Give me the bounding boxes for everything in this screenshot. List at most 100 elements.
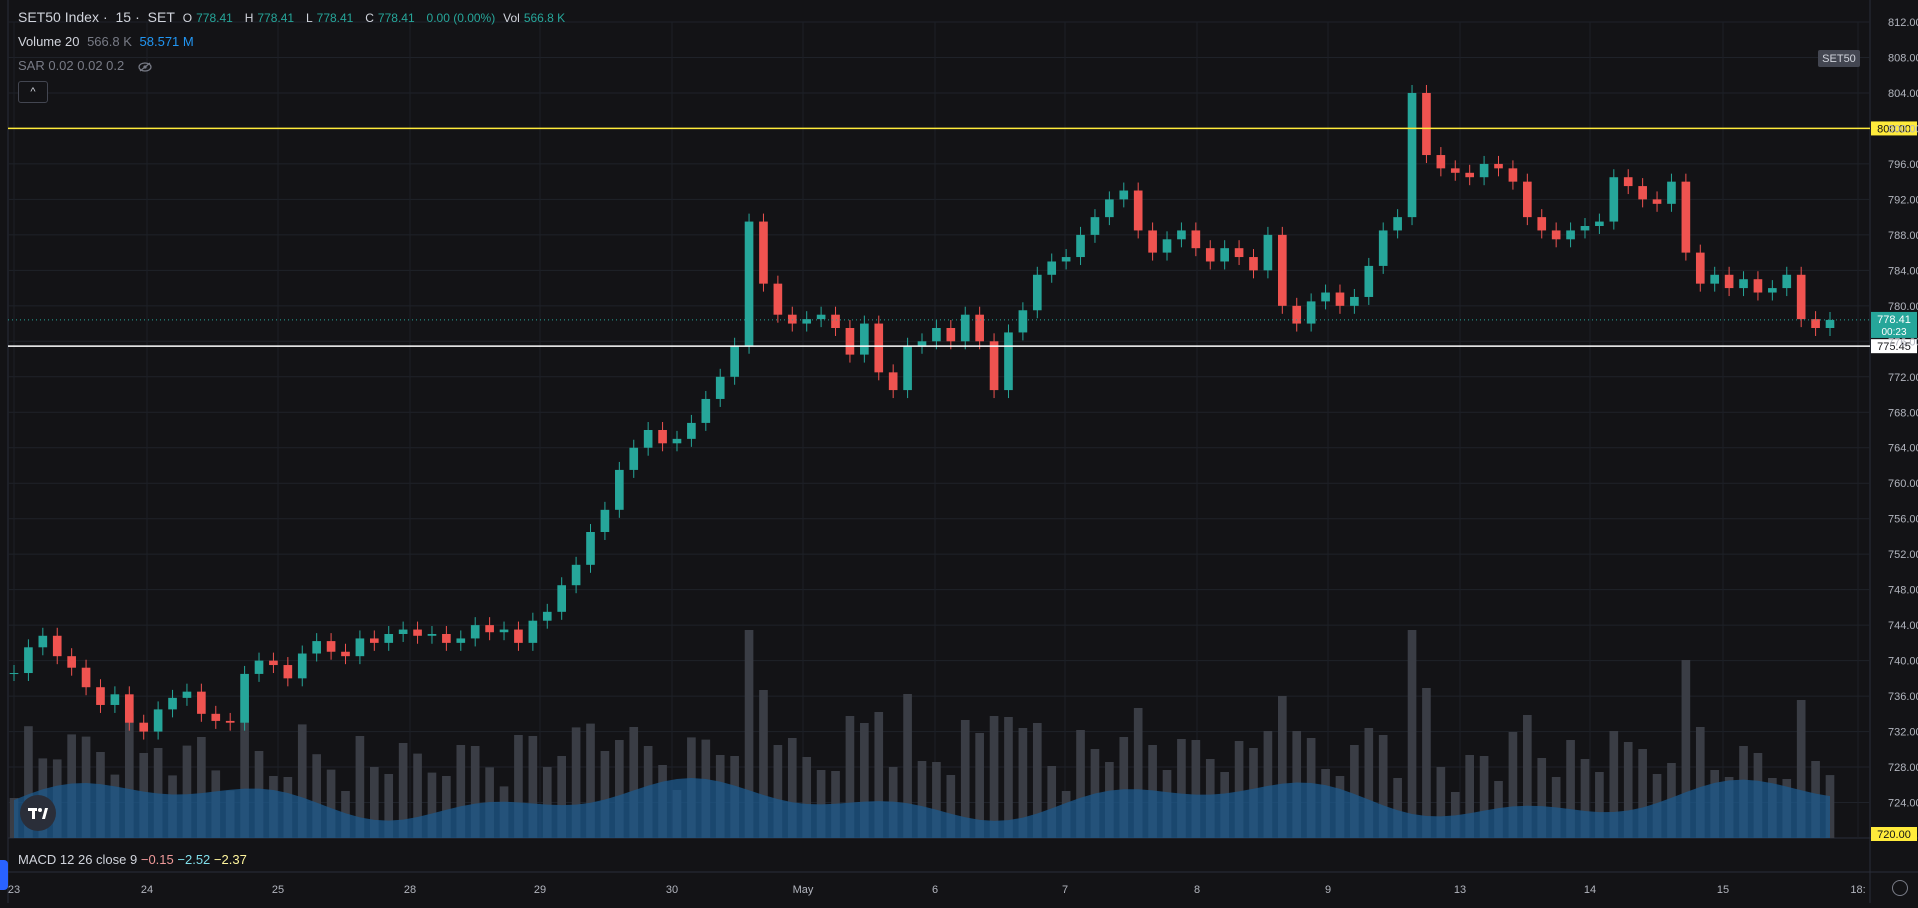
volume-bar	[989, 716, 999, 838]
candle	[1032, 266, 1042, 319]
volume-bar	[946, 775, 956, 838]
volume-bar	[413, 753, 422, 838]
candle	[1378, 222, 1388, 274]
volume-bar	[1523, 715, 1532, 838]
candle	[615, 461, 624, 518]
candle	[744, 213, 754, 354]
y-tick-label: 800.00	[1888, 123, 1918, 135]
candle	[1753, 271, 1763, 301]
y-tick-label: 812.00	[1888, 17, 1918, 29]
volume-bar	[1422, 688, 1431, 838]
candle	[730, 337, 739, 385]
candle	[1811, 311, 1820, 336]
y-tick-label: 736.00	[1888, 691, 1918, 703]
volume-bar	[1234, 741, 1244, 838]
candle	[1652, 191, 1662, 212]
symbol-name[interactable]: SET50 Index	[18, 9, 99, 25]
candle	[1105, 191, 1114, 226]
candle	[67, 648, 76, 676]
y-tick-label: 772.00	[1888, 372, 1918, 384]
candle	[643, 422, 653, 456]
volume-legend[interactable]: Volume 20 566.8 K 58.571 M	[18, 34, 198, 49]
candle	[586, 524, 595, 573]
volume-bar	[456, 745, 466, 838]
candle	[96, 679, 105, 713]
open-value: 778.41	[196, 11, 233, 25]
y-tick-label: 808.00	[1888, 52, 1918, 64]
symbol-tag-label: SET50	[1822, 53, 1856, 65]
candle	[1782, 266, 1792, 297]
y-tick-label: 784.00	[1888, 265, 1918, 277]
candle	[1133, 182, 1143, 239]
candle	[499, 621, 509, 641]
pane-resize-handle[interactable]	[0, 860, 8, 890]
candle	[225, 712, 235, 731]
eye-hidden-icon[interactable]	[138, 61, 152, 72]
candle	[1739, 271, 1748, 297]
candle	[1638, 178, 1647, 208]
candle	[413, 621, 422, 644]
symbol-tag	[1818, 50, 1860, 67]
volume-bar	[903, 694, 912, 838]
y-tick-label: 732.00	[1888, 727, 1918, 739]
countdown-label: 00:23	[1881, 327, 1906, 338]
candle	[1422, 84, 1431, 164]
x-tick-label: 9	[1325, 884, 1331, 896]
x-tick-label: 14	[1584, 884, 1596, 896]
volume-bar	[197, 737, 206, 838]
volume-bar	[1436, 767, 1446, 838]
settings-icon[interactable]	[1892, 880, 1908, 896]
volume-bar	[326, 769, 336, 838]
volume-bar	[1609, 731, 1619, 838]
candle	[1595, 213, 1604, 234]
change-value: 0.00 (0.00%)	[426, 11, 496, 25]
x-tick-label: 24	[141, 884, 153, 896]
candle	[874, 315, 884, 381]
y-tick-label: 780.00	[1888, 301, 1918, 313]
candle	[326, 633, 336, 660]
collapse-legend-button[interactable]: ^	[18, 81, 48, 103]
x-tick-label: 23	[8, 884, 20, 896]
candle	[1580, 218, 1590, 239]
high-label: H	[244, 11, 254, 25]
candle	[1350, 288, 1359, 314]
y-tick-label: 776.00	[1888, 336, 1918, 348]
candle	[110, 686, 120, 713]
y-tick-label: 788.00	[1888, 230, 1918, 242]
volume-bar	[629, 727, 639, 838]
sar-legend[interactable]: SAR 0.02 0.02 0.2	[18, 58, 152, 73]
x-tick-label: 13	[1454, 884, 1466, 896]
price-line-tag	[1871, 121, 1917, 136]
candle	[470, 617, 480, 647]
symbol-exchange: SET	[147, 9, 175, 25]
candle	[1234, 240, 1244, 266]
y-tick-label: 744.00	[1888, 620, 1918, 632]
volume-bar	[442, 776, 451, 838]
volume-bar	[369, 767, 379, 838]
candle	[514, 621, 523, 651]
candle	[153, 701, 163, 740]
candle	[269, 652, 278, 674]
volume-bar	[1479, 756, 1489, 838]
volume-bar	[470, 746, 480, 838]
volume-ma-area	[14, 778, 1830, 838]
candle	[701, 390, 711, 431]
tradingview-logo[interactable]	[20, 795, 56, 831]
volume-bar	[1119, 737, 1129, 838]
candle	[1277, 226, 1287, 314]
candle	[1292, 297, 1302, 332]
volume-bar	[975, 733, 984, 838]
volume-bar	[398, 743, 408, 838]
macd-legend[interactable]: MACD 12 26 close 9 −0.15 −2.52 −2.37	[18, 852, 247, 867]
candle	[442, 626, 451, 651]
candle	[1249, 249, 1258, 279]
candle	[1479, 155, 1489, 186]
y-tick-label: 792.00	[1888, 194, 1918, 206]
candle	[24, 639, 33, 682]
volume-bar	[427, 772, 437, 838]
y-tick-label: 740.00	[1888, 656, 1918, 668]
x-tick-label: 18:	[1850, 884, 1865, 896]
y-tick-label: 768.00	[1888, 407, 1918, 419]
